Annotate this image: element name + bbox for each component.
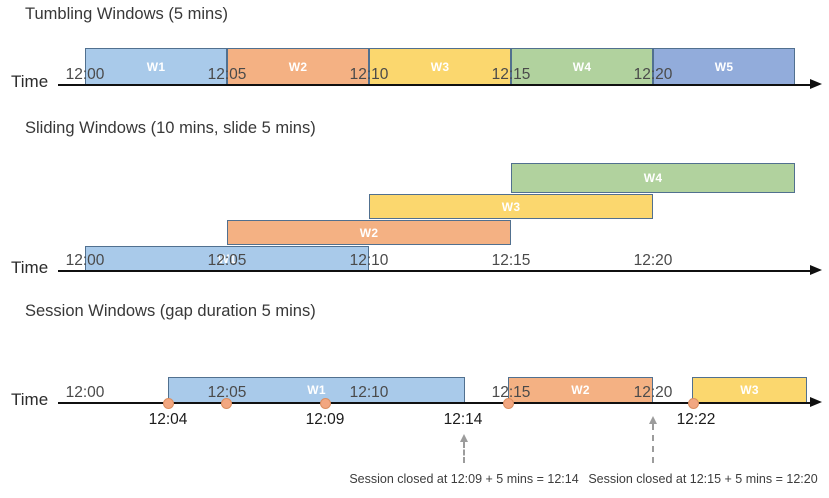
session-axis-arrowhead-icon	[810, 397, 822, 407]
sliding-tick-label: 12:05	[207, 252, 247, 269]
session-dashed-arrow-head-icon	[648, 416, 657, 424]
sliding-window-label-w4: W4	[643, 171, 663, 185]
tumbling-section-title: Tumbling Windows (5 mins)	[25, 5, 228, 23]
sliding-timeline-axis	[58, 270, 812, 272]
tumbling-window-label-w5: W5	[714, 59, 734, 74]
session-event-dot	[220, 397, 232, 409]
tumbling-window-w3: W3	[369, 48, 511, 85]
sliding-window-w2: W2	[227, 220, 511, 245]
sliding-tick-label: 12:20	[633, 252, 673, 269]
sliding-axis-arrowhead-icon	[810, 265, 822, 275]
session-timeline-axis	[58, 402, 812, 404]
session-dashed-arrow-head-icon	[459, 434, 468, 442]
session-tick-label: 12:20	[633, 384, 673, 401]
session-tick-label: 12:00	[65, 384, 105, 401]
tumbling-tick-label: 12:20	[633, 66, 673, 83]
tumbling-window-label-w1: W1	[146, 59, 166, 74]
session-tick-label: 12:05	[207, 384, 247, 401]
sliding-window-w3: W3	[369, 194, 653, 219]
tumbling-window-w2: W2	[227, 48, 369, 85]
session-time-axis-label: Time	[11, 390, 49, 409]
sliding-window-w1: W1	[85, 246, 369, 271]
tumbling-window-label-w4: W4	[572, 59, 592, 74]
tumbling-window-label-w2: W2	[288, 59, 308, 74]
tumbling-window-w1: W1	[85, 48, 227, 85]
session-dashed-arrow-shaft	[652, 424, 654, 463]
tumbling-time-axis-label: Time	[11, 72, 49, 91]
tumbling-window-label-w3: W3	[430, 59, 450, 74]
sliding-tick-label: 12:00	[65, 252, 105, 269]
tumbling-tick-label: 12:10	[349, 66, 389, 83]
session-dashed-arrow-shaft	[463, 442, 465, 463]
sliding-section-title: Sliding Windows (10 mins, slide 5 mins)	[25, 119, 316, 137]
session-window-label-w1: W1	[307, 383, 326, 397]
tumbling-window-w5: W5	[653, 48, 795, 85]
session-window-label-w2: W2	[571, 383, 590, 397]
sliding-window-label-w3: W3	[501, 199, 521, 214]
tumbling-tick-label: 12:05	[207, 66, 247, 83]
session-tick-label: 12:10	[349, 384, 389, 401]
session-section-title: Session Windows (gap duration 5 mins)	[25, 302, 316, 320]
tumbling-axis-arrowhead-icon	[810, 79, 822, 89]
session-event-dot	[162, 397, 174, 409]
session-window-label-w3: W3	[740, 383, 759, 397]
sliding-time-axis-label: Time	[11, 258, 49, 277]
session-event-time-label: 12:14	[443, 411, 483, 428]
session-tick-label: 12:15	[491, 384, 531, 401]
session-closed-annotation: Session closed at 12:15 + 5 mins = 12:20	[588, 472, 818, 486]
tumbling-timeline-axis	[58, 84, 812, 86]
tumbling-tick-label: 12:00	[65, 66, 105, 83]
session-event-dot	[502, 397, 514, 409]
sliding-window-label-w2: W2	[359, 225, 379, 240]
session-event-time-label: 12:09	[305, 411, 345, 428]
session-window-w3: W3	[692, 377, 807, 403]
session-event-dot	[687, 397, 699, 409]
sliding-tick-label: 12:15	[491, 252, 531, 269]
sliding-window-label-w1: W1	[217, 251, 237, 266]
session-closed-annotation: Session closed at 12:09 + 5 mins = 12:14	[349, 472, 579, 486]
sliding-tick-label: 12:10	[349, 252, 389, 269]
sliding-window-w4: W4	[511, 163, 795, 193]
session-window-w2: W2	[508, 377, 653, 403]
tumbling-window-w4: W4	[511, 48, 653, 85]
session-event-dot	[319, 397, 331, 409]
session-event-time-label: 12:22	[676, 411, 716, 428]
tumbling-tick-label: 12:15	[491, 66, 531, 83]
session-event-time-label: 12:04	[148, 411, 188, 428]
